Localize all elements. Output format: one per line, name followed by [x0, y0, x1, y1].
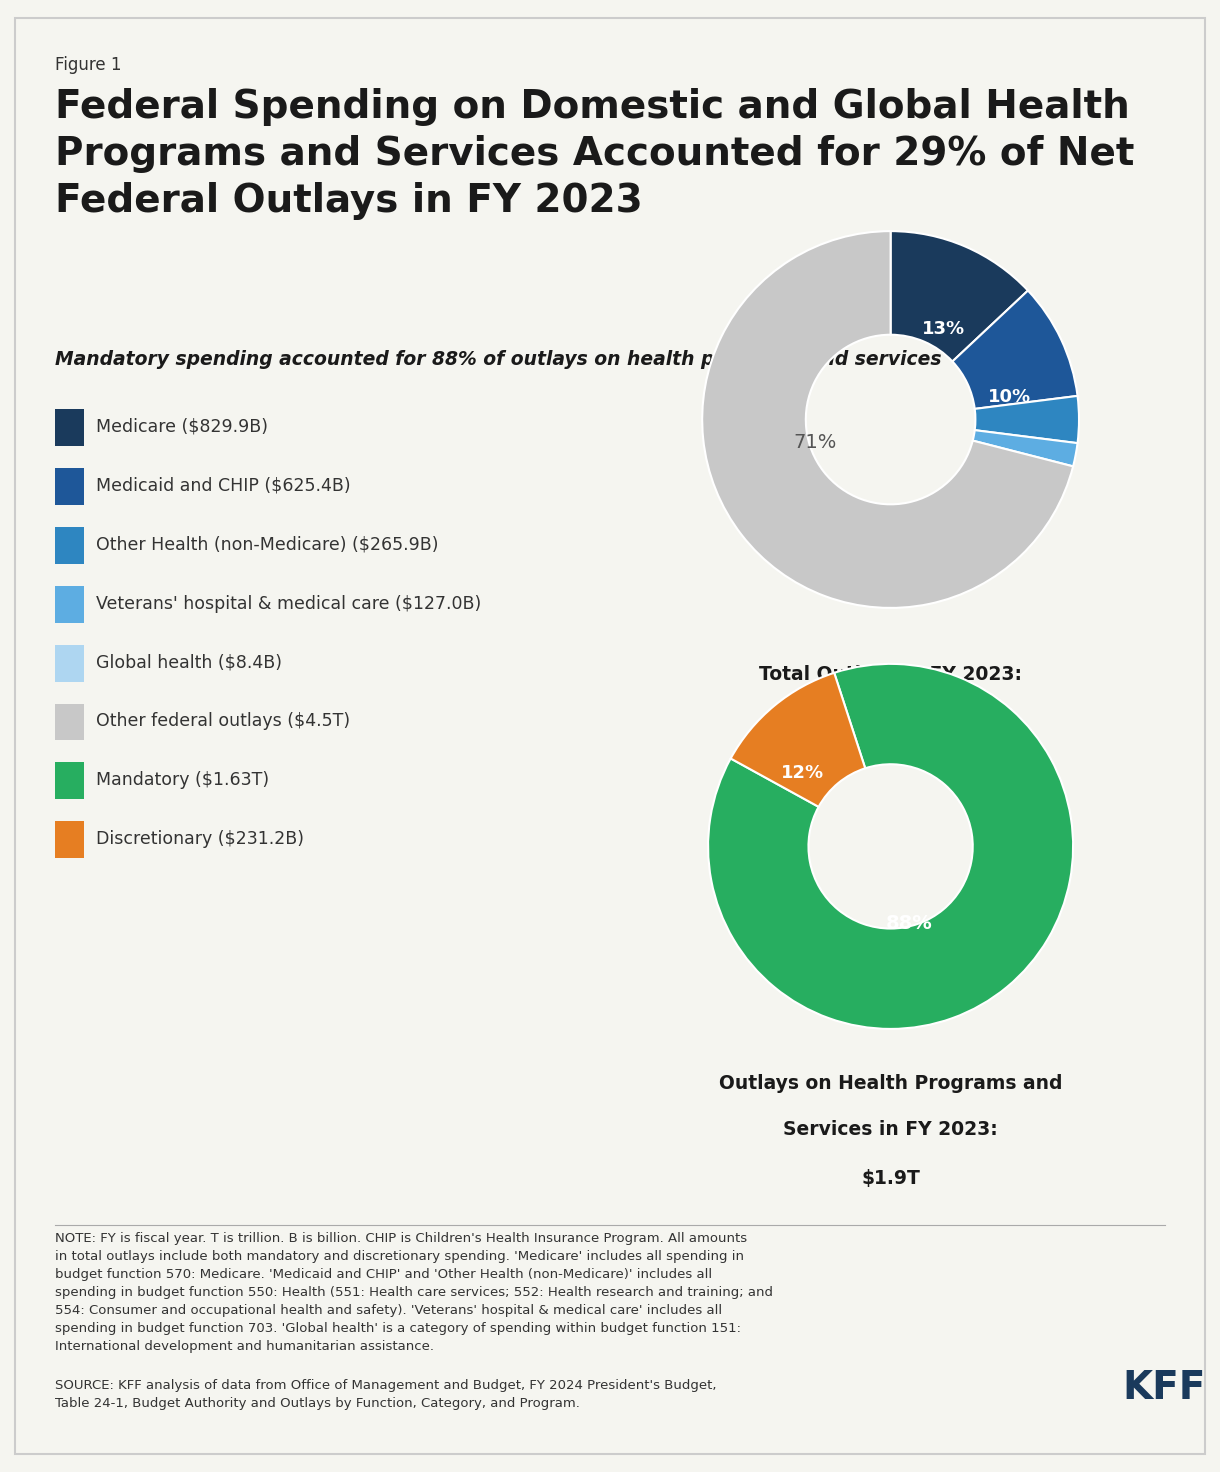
Wedge shape — [953, 290, 1077, 409]
Text: 12%: 12% — [782, 764, 825, 783]
Text: Federal Spending on Domestic and Global Health
Programs and Services Accounted f: Federal Spending on Domestic and Global … — [55, 88, 1135, 221]
Wedge shape — [975, 396, 1078, 443]
Wedge shape — [891, 231, 1028, 362]
FancyBboxPatch shape — [55, 586, 84, 623]
Text: Figure 1: Figure 1 — [55, 56, 122, 74]
Text: Other Health (non-Medicare) ($265.9B): Other Health (non-Medicare) ($265.9B) — [96, 536, 439, 553]
Text: Global health ($8.4B): Global health ($8.4B) — [96, 654, 282, 671]
Text: Mandatory spending accounted for 88% of outlays on health programs and services: Mandatory spending accounted for 88% of … — [55, 350, 942, 369]
Text: $1.9T: $1.9T — [861, 1169, 920, 1188]
FancyBboxPatch shape — [55, 821, 84, 858]
Text: NOTE: FY is fiscal year. T is trillion. B is billion. CHIP is Children's Health : NOTE: FY is fiscal year. T is trillion. … — [55, 1232, 773, 1353]
FancyBboxPatch shape — [55, 762, 84, 799]
Text: Total Outlays in FY 2023:: Total Outlays in FY 2023: — [759, 665, 1022, 684]
Text: SOURCE: KFF analysis of data from Office of Management and Budget, FY 2024 Presi: SOURCE: KFF analysis of data from Office… — [55, 1379, 716, 1410]
Wedge shape — [703, 231, 1074, 608]
Text: Mandatory ($1.63T): Mandatory ($1.63T) — [96, 771, 270, 789]
Text: Veterans' hospital & medical care ($127.0B): Veterans' hospital & medical care ($127.… — [96, 595, 482, 612]
FancyBboxPatch shape — [55, 409, 84, 446]
Text: KFF: KFF — [1122, 1369, 1205, 1407]
Text: 10%: 10% — [988, 389, 1031, 406]
FancyBboxPatch shape — [55, 527, 84, 564]
Text: Services in FY 2023:: Services in FY 2023: — [783, 1120, 998, 1139]
Text: Medicare ($829.9B): Medicare ($829.9B) — [96, 418, 268, 436]
FancyBboxPatch shape — [55, 704, 84, 740]
Text: $6.4T: $6.4T — [861, 723, 920, 740]
Text: Other federal outlays ($4.5T): Other federal outlays ($4.5T) — [96, 712, 350, 730]
Text: 71%: 71% — [793, 433, 837, 452]
Text: 88%: 88% — [886, 914, 932, 933]
FancyBboxPatch shape — [55, 468, 84, 505]
Wedge shape — [972, 430, 1077, 467]
Text: 13%: 13% — [922, 319, 965, 339]
Text: Discretionary ($231.2B): Discretionary ($231.2B) — [96, 830, 304, 848]
FancyBboxPatch shape — [55, 645, 84, 682]
Text: Medicaid and CHIP ($625.4B): Medicaid and CHIP ($625.4B) — [96, 477, 351, 495]
Wedge shape — [731, 673, 865, 807]
Text: Outlays on Health Programs and: Outlays on Health Programs and — [719, 1075, 1063, 1092]
Wedge shape — [708, 664, 1074, 1029]
